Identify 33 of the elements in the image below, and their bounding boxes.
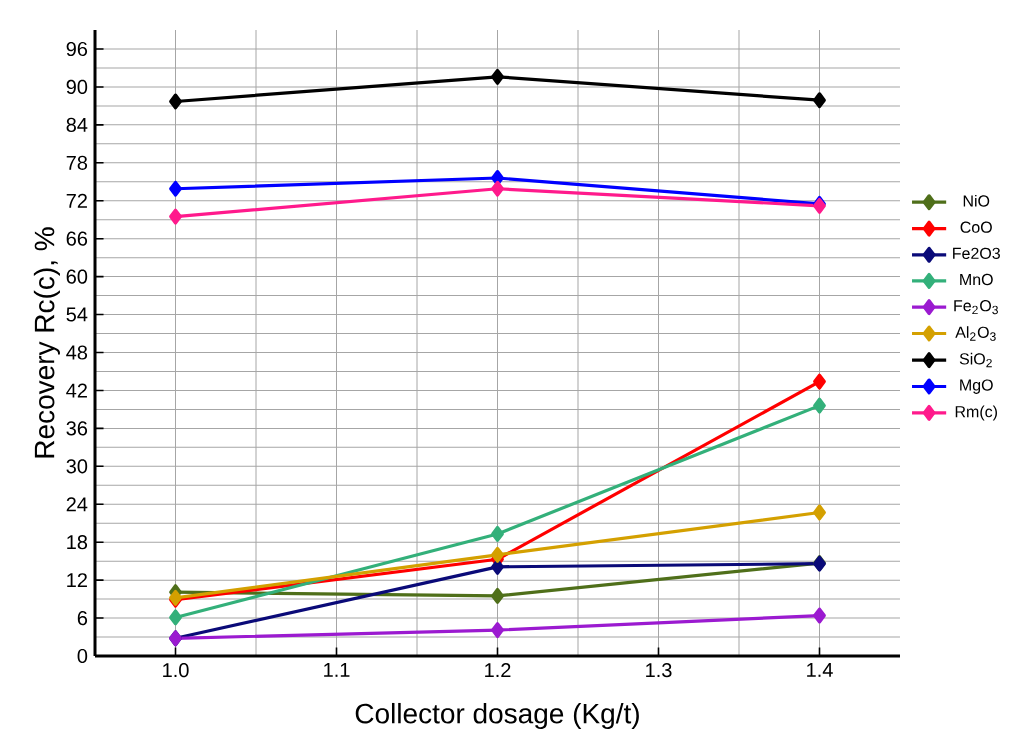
x-tick-label: 1.4 — [807, 663, 833, 677]
y-tick-label: 12 — [67, 573, 87, 588]
legend-label: MnO — [960, 273, 993, 286]
y-tick-label: 30 — [66, 459, 88, 474]
legend-label: Fe$_{2}$O$_{3}$ — [954, 300, 998, 315]
legend-label: Al$_{2}$O$_{3}$ — [955, 326, 996, 341]
y-axis-title: Recovery Rc(c), % — [33, 227, 60, 458]
x-tick-label: 1.0 — [163, 663, 189, 678]
y-tick-label: 42 — [66, 383, 87, 398]
y-tick-label: 54 — [66, 307, 88, 322]
legend-label: Rm(c) — [955, 405, 997, 421]
x-axis-title: Collector dosage (Kg/t) — [355, 702, 639, 730]
legend-label: SiO$_{2}$ — [959, 352, 992, 368]
legend-label: MgO — [960, 379, 993, 394]
y-tick-label: 36 — [66, 421, 88, 436]
x-tick-label: 1.2 — [485, 663, 511, 678]
y-tick-label: 60 — [66, 269, 88, 284]
y-tick-label: 0 — [77, 648, 88, 664]
y-tick-label: 18 — [67, 535, 88, 550]
legend-label: CoO — [960, 221, 992, 233]
y-tick-label: 24 — [66, 497, 88, 512]
legend-label: Fe2O3 — [953, 247, 1000, 260]
y-tick-label: 96 — [66, 41, 88, 57]
legend-label: NiO — [963, 194, 990, 207]
y-tick-label: 84 — [66, 117, 88, 132]
x-tick-label: 1.1 — [324, 663, 350, 677]
y-tick-label: 6 — [77, 610, 88, 626]
y-tick-label: 90 — [66, 79, 88, 95]
y-tick-label: 72 — [66, 193, 87, 208]
x-tick-label: 1.3 — [646, 663, 672, 678]
y-tick-label: 66 — [66, 231, 88, 246]
y-tick-label: 78 — [66, 155, 88, 170]
y-tick-label: 48 — [66, 345, 88, 360]
